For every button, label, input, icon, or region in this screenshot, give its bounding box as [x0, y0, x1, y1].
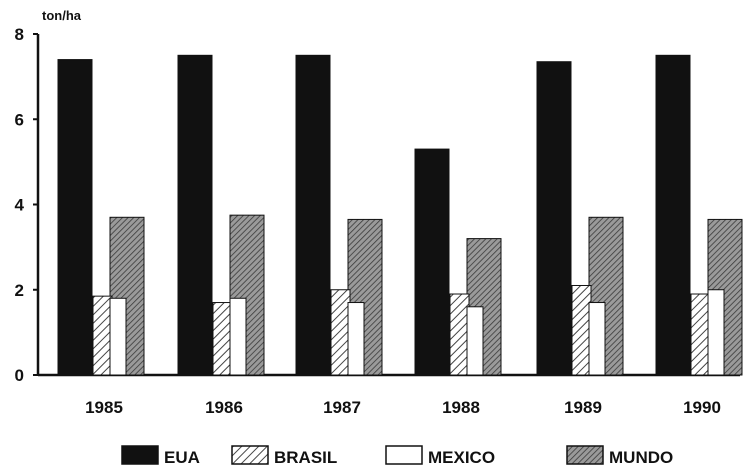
bar-brasil-1990	[690, 293, 711, 376]
bars	[57, 54, 743, 376]
bar-eua-1987	[295, 54, 331, 376]
bar-brasil-1986	[212, 302, 233, 376]
x-tick-labels: 1985 1986 1987 1988 1989 1990	[85, 398, 721, 417]
bar-mexico-1985	[109, 297, 127, 376]
legend-label-mundo: MUNDO	[609, 448, 673, 467]
x-tick-label: 1986	[205, 398, 243, 417]
y-tick-label: 2	[15, 281, 24, 300]
bar-eua-1988	[414, 148, 450, 376]
x-tick-label: 1989	[564, 398, 602, 417]
bar-brasil-1985	[92, 295, 113, 376]
x-tick-label: 1985	[85, 398, 123, 417]
y-tick-label: 6	[15, 110, 24, 129]
legend-swatch-brasil	[231, 445, 269, 465]
bar-eua-1986	[177, 54, 213, 376]
y-tick-label: 8	[15, 25, 24, 44]
bar-mexico-1988	[466, 306, 484, 376]
legend-swatch-eua	[121, 445, 159, 465]
y-tick-label: 4	[15, 196, 25, 215]
y-axis-label: ton/ha	[42, 8, 82, 23]
x-tick-label: 1990	[683, 398, 721, 417]
x-tick-label: 1988	[442, 398, 480, 417]
y-tick-label: 0	[15, 366, 24, 385]
bar-eua-1985	[57, 59, 93, 376]
legend-label-mexico: MEXICO	[428, 448, 495, 467]
bar-mexico-1989	[588, 302, 606, 376]
legend: EUA BRASIL MEXICO MUNDO	[121, 445, 673, 467]
bar-mexico-1987	[347, 302, 365, 376]
bar-mexico-1990	[707, 289, 725, 376]
legend-label-eua: EUA	[164, 448, 200, 467]
y-tick-labels: 0 2 4 6 8	[15, 25, 25, 385]
x-tick-label: 1987	[323, 398, 361, 417]
bar-eua-1990	[655, 54, 691, 376]
legend-label-brasil: BRASIL	[274, 448, 337, 467]
bar-brasil-1989	[571, 284, 592, 376]
bar-mexico-1986	[229, 297, 247, 376]
legend-swatch-mundo	[566, 445, 604, 465]
bar-brasil-1988	[449, 293, 470, 376]
legend-swatch-mexico	[385, 445, 423, 465]
bar-eua-1989	[536, 61, 572, 376]
bar-brasil-1987	[330, 289, 351, 376]
